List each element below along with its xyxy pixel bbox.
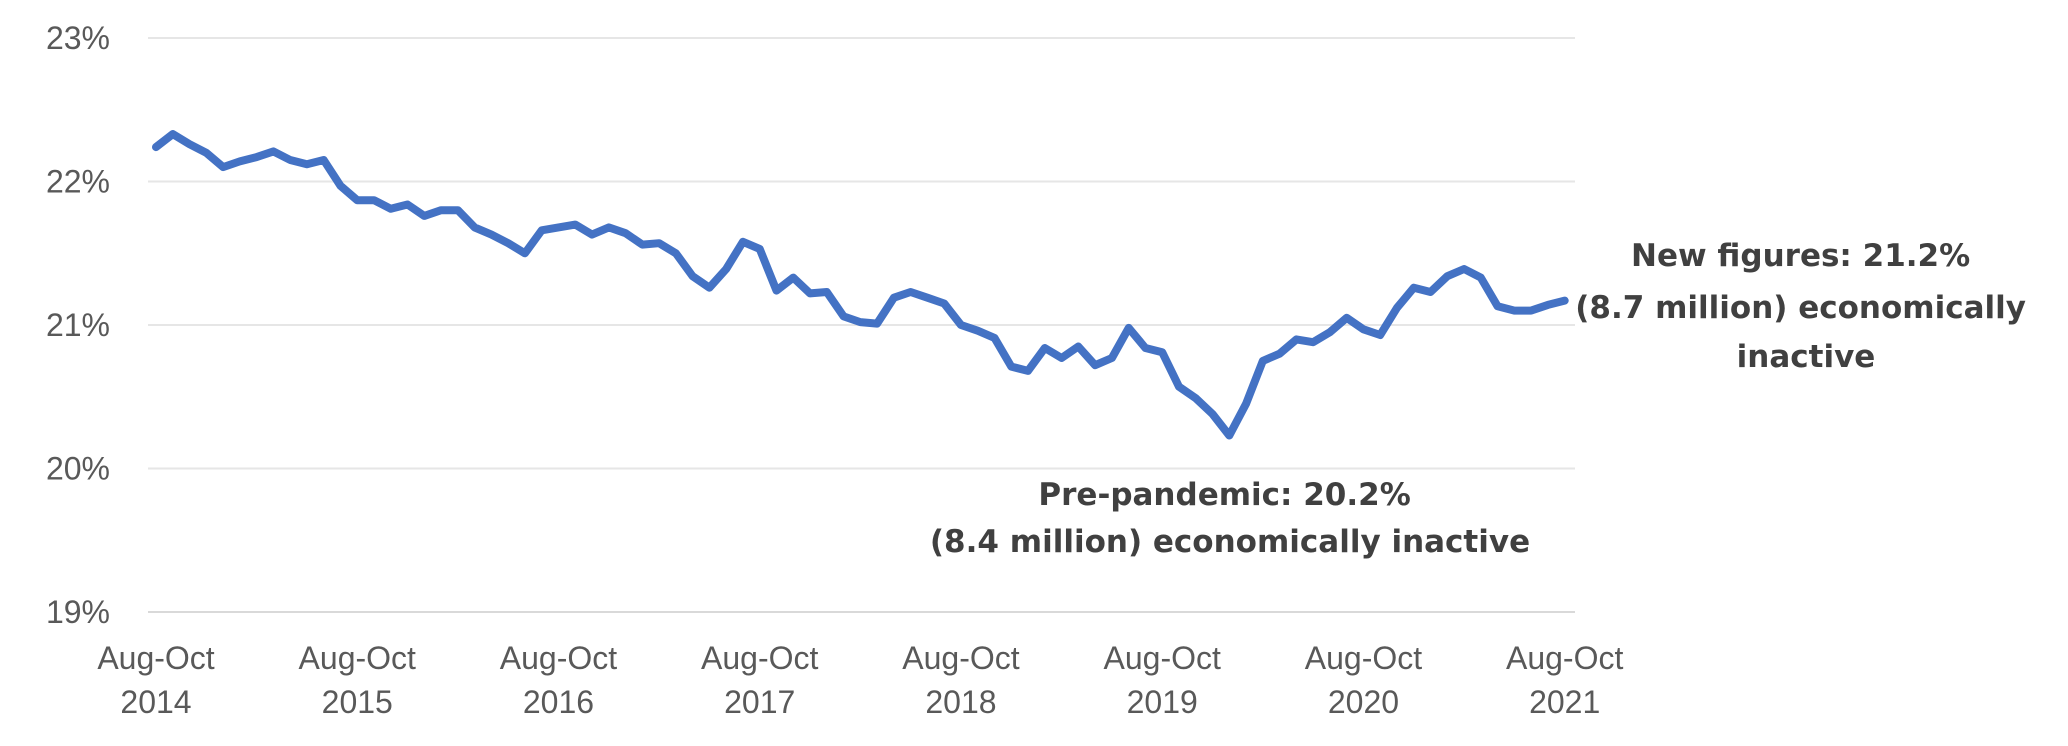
y-tick-label: 21% <box>46 307 110 343</box>
x-axis-ticks: Aug-Oct 2014 Aug-Oct 2015 Aug-Oct 2016 Aug-Oct… <box>97 640 1623 720</box>
x-tick-label: Aug-Oct 2017 <box>701 640 818 720</box>
new-figures-annotation-line-2: (8.7 million) economically <box>1575 290 2026 326</box>
x-tick-label: Aug-Oct 2018 <box>902 640 1019 720</box>
x-tick-label: Aug-Oct 2015 <box>299 640 416 720</box>
x-tick-label: Aug-Oct 2021 <box>1506 640 1623 720</box>
x-tick-label: Aug-Oct 2016 <box>500 640 617 720</box>
y-tick-label: 22% <box>46 164 110 200</box>
series-line <box>152 130 1569 440</box>
x-tick-label: Aug-Oct 2019 <box>1104 640 1221 720</box>
pre-pandemic-annotation-line-2: (8.4 million) economically inactive <box>930 524 1530 560</box>
x-tick-label: Aug-Oct 2020 <box>1305 640 1422 720</box>
new-figures-annotation: New figures: 21.2% (8.7 million) economi… <box>1575 238 2037 375</box>
y-tick-label: 20% <box>46 451 110 487</box>
y-axis-ticks: 19% 20% 21% 22% 23% <box>46 20 110 630</box>
pre-pandemic-annotation-line-1: Pre-pandemic: 20.2% <box>1038 477 1410 513</box>
gridlines <box>148 37 1575 470</box>
new-figures-annotation-line-3: inactive <box>1737 339 1876 375</box>
y-tick-label: 19% <box>46 594 110 630</box>
new-figures-annotation-line-1: New figures: 21.2% <box>1631 238 1970 274</box>
pre-pandemic-annotation: Pre-pandemic: 20.2% (8.4 million) econom… <box>930 477 1530 560</box>
y-tick-label: 23% <box>46 20 110 56</box>
x-tick-label: Aug-Oct 2014 <box>97 640 214 720</box>
